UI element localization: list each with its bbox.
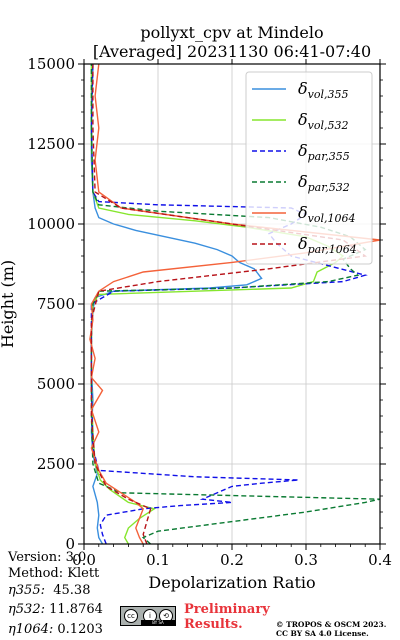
copyright-line2: CC BY SA 4.0 License.	[276, 629, 369, 638]
legend-entry: δpar,1064	[298, 234, 357, 256]
chart-title-line2: [Averaged] 20231130 06:41-07:40	[93, 42, 371, 61]
eta1064-label: η1064:	[8, 622, 54, 637]
preliminary-results-text: Preliminary Results.	[184, 602, 270, 632]
series-line-4	[90, 64, 380, 544]
series-line-2	[90, 64, 345, 544]
legend-entry: δpar,355	[298, 141, 350, 163]
x-tick-label: 0.1	[146, 551, 170, 569]
version-text: Version: 3.0	[8, 550, 87, 565]
eta355-value: 45.38	[53, 583, 91, 598]
eta532-value: 11.8764	[49, 602, 103, 617]
cc-icon: cc	[124, 609, 138, 623]
eta1064-line: η1064: 0.1203	[8, 622, 103, 637]
legend-entry: δvol,355	[298, 79, 349, 101]
series-layer	[89, 64, 380, 544]
y-tick-label: 15000	[27, 55, 75, 73]
cc-license-badge: cc i ⟲ BY SA	[120, 606, 176, 626]
x-axis-label: Depolarization Ratio	[148, 573, 315, 592]
y-tick-label: 0	[65, 535, 75, 553]
eta532-label: η532:	[8, 602, 45, 617]
chart-title-line1: pollyxt_cpv at Mindelo	[140, 23, 323, 42]
eta1064-value: 0.1203	[57, 622, 103, 637]
x-tick-label: 0.0	[72, 551, 96, 569]
series-line-1	[90, 64, 263, 544]
preliminary-line2: Results.	[184, 617, 243, 632]
preliminary-line1: Preliminary	[184, 602, 270, 617]
copyright-line1: © TROPOS & OSCM 2023.	[276, 620, 387, 629]
y-tick-label: 7500	[37, 295, 75, 313]
axes	[78, 59, 386, 550]
x-tick-label: 0.2	[220, 551, 244, 569]
eta355-label: η355:	[8, 583, 45, 598]
legend-entry: δpar,532	[298, 172, 350, 194]
series-line-5	[89, 64, 380, 544]
y-tick-label: 10000	[27, 215, 75, 233]
x-tick-label: 0.3	[294, 551, 318, 569]
cc-badge-text: BY SA	[141, 620, 175, 625]
method-text: Method: Klett	[8, 566, 100, 581]
axes-frame	[83, 63, 381, 545]
y-tick-label: 2500	[37, 455, 75, 473]
legend-entry: δvol,1064	[298, 203, 356, 225]
y-axis-label: Height (m)	[0, 260, 17, 348]
copyright-text: © TROPOS & OSCM 2023. CC BY SA 4.0 Licen…	[276, 620, 386, 638]
x-tick-label: 0.4	[368, 551, 392, 569]
eta355-line: η355: 45.38	[8, 583, 90, 598]
legend-entry: δvol,532	[298, 110, 349, 132]
series-line-3	[90, 64, 368, 544]
series-line-6	[90, 64, 368, 544]
y-tick-label: 5000	[37, 375, 75, 393]
y-tick-label: 12500	[27, 135, 75, 153]
legend: δvol,355 δvol,532 δpar,355 δpar,532 δvol,106…	[245, 71, 373, 265]
tick-labels: 0.0 0.1 0.2 0.3 0.4 0 2500 5000 7500 10000 12500 15…	[27, 55, 392, 569]
eta532-line: η532: 11.8764	[8, 602, 103, 617]
